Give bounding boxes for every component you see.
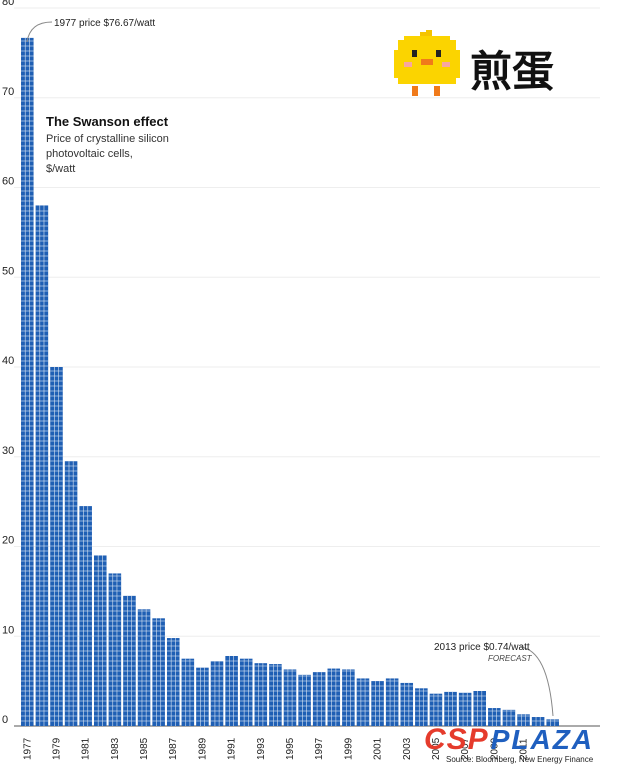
chick-eye-left: [412, 50, 417, 57]
x-tick-label: 2007: [460, 737, 471, 760]
x-tick-label: 1991: [227, 737, 238, 760]
chart-subtitle-line-1: Price of crystalline silicon: [46, 133, 169, 145]
bar-1994: [269, 664, 282, 726]
csp-blue-text: PLAZA: [490, 724, 595, 755]
bar-1977: [21, 37, 34, 727]
x-tick-label: 1997: [314, 737, 325, 760]
x-tick-label: 1981: [81, 737, 92, 760]
annotation-1977: 1977 price $76.67/watt: [54, 18, 155, 29]
bar-1988: [181, 658, 195, 726]
y-tick-label: 0: [2, 714, 8, 726]
x-tick-label: 2005: [431, 737, 442, 760]
chart-subtitle-line-2: photovoltaic cells,: [46, 148, 133, 160]
chart-subtitle-line-3: $/watt: [46, 163, 75, 175]
y-tick-label: 20: [2, 535, 14, 547]
bar-1979: [50, 367, 63, 726]
bar-2001: [371, 681, 384, 726]
source-note: Source: Bloomberg, New Energy Finance: [446, 755, 594, 764]
y-tick-label: 80: [2, 0, 14, 8]
chick-mascot: 煎蛋: [394, 30, 554, 96]
bar-2013: [546, 719, 559, 726]
csp-plaza-watermark: CSP PLAZA: [424, 722, 594, 758]
x-tick-label: 2001: [373, 737, 384, 760]
x-tick-label: 1989: [197, 737, 208, 760]
bar-1991: [225, 655, 238, 726]
annotation-1977-leader: [26, 21, 53, 43]
x-tick-label: 1985: [139, 737, 150, 760]
x-tick-label: 1993: [256, 737, 267, 760]
bar-1986: [152, 618, 165, 726]
chick-logo-text: 煎蛋: [470, 47, 554, 96]
bar-1980: [64, 461, 78, 726]
y-tick-label: 50: [2, 265, 14, 277]
csp-red-text: CSP: [424, 723, 489, 756]
x-tick-label: 1995: [285, 737, 296, 760]
x-tick-label: 1977: [22, 737, 33, 760]
chick-eye-right: [436, 50, 441, 57]
bar-1984: [123, 595, 136, 726]
bar-1992: [239, 658, 253, 726]
chart-title: The Swanson effect: [46, 114, 169, 129]
y-tick-label: 60: [2, 176, 14, 188]
annotation-2013: 2013 price $0.74/watt: [434, 642, 530, 653]
annotation-2013-leader: [519, 646, 554, 717]
bar-2007: [458, 692, 472, 726]
y-tick-label: 40: [2, 355, 14, 367]
bar-2002: [385, 678, 399, 726]
x-tick-label: 1987: [168, 737, 179, 760]
y-tick-label: 30: [2, 445, 14, 457]
bar-1999: [342, 669, 355, 726]
bar-1995: [283, 669, 297, 726]
bar-1993: [254, 663, 268, 726]
bar-1983: [108, 573, 122, 726]
bar-2006: [444, 691, 457, 726]
y-tick-label: 70: [2, 86, 14, 98]
bar-1982: [93, 555, 107, 726]
bar-2009: [488, 708, 501, 726]
x-tick-label: 2009: [489, 737, 500, 760]
bar-2012: [531, 717, 545, 726]
x-tick-label: 2011: [519, 738, 530, 760]
x-tick-label: 1979: [51, 737, 62, 760]
x-tick-label: 1983: [110, 737, 121, 760]
bar-2011: [517, 714, 530, 726]
bar-1998: [327, 668, 341, 726]
bar-2004: [415, 688, 428, 726]
y-axis: 0 10 20 30 40 50 60 70 80: [2, 0, 14, 726]
forecast-label: FORECAST: [488, 654, 533, 663]
bar-2008: [473, 690, 487, 726]
bar-1985: [137, 609, 151, 726]
bar-2010: [502, 709, 516, 726]
bar-1987: [166, 638, 180, 726]
bar-series: [21, 37, 559, 727]
x-tick-label: 2003: [402, 737, 413, 760]
x-tick-label: 1999: [343, 737, 354, 760]
y-tick-label: 10: [2, 624, 14, 636]
chick-beak: [421, 59, 433, 65]
bar-1981: [79, 506, 92, 726]
bar-1996: [298, 674, 311, 726]
bar-1978: [35, 205, 49, 726]
x-axis: 1977 1979 1981 1983 1985 1987 1989 1991 1993 1995…: [22, 737, 529, 760]
bar-2005: [429, 693, 443, 726]
bar-1997: [312, 672, 326, 726]
bar-1990: [210, 661, 224, 726]
bar-2000: [356, 678, 370, 726]
bar-2003: [400, 682, 414, 726]
bar-1989: [196, 667, 209, 726]
